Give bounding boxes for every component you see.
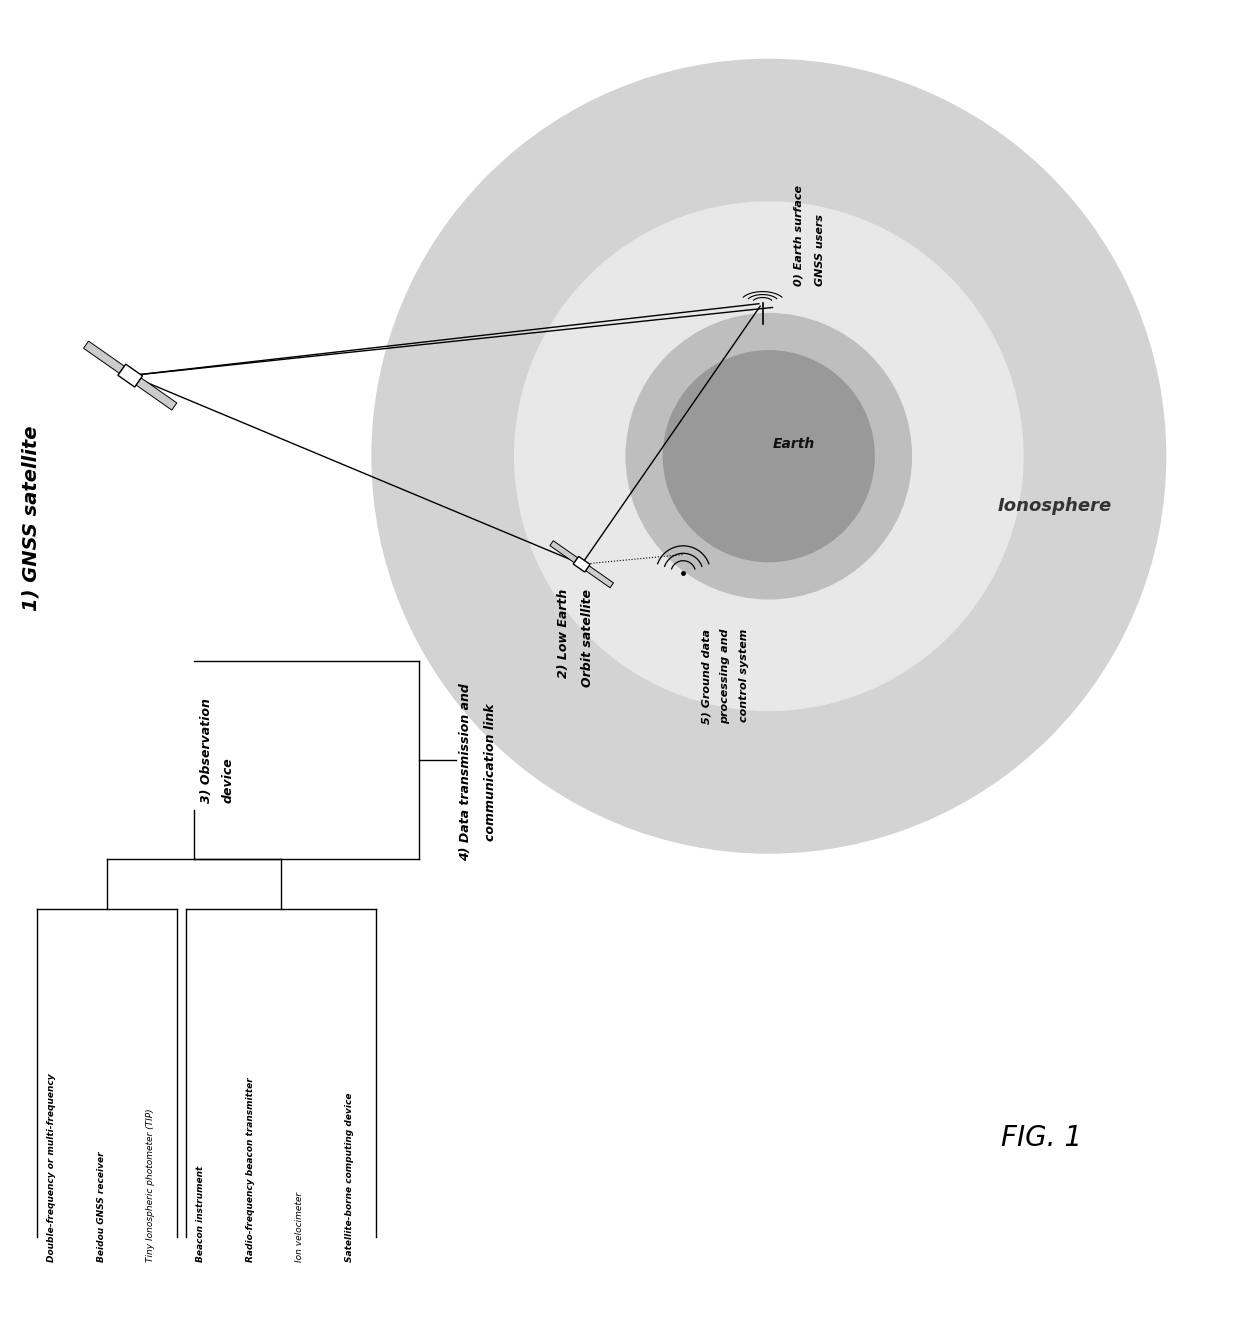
Text: communication link: communication link: [484, 703, 496, 842]
Polygon shape: [136, 378, 177, 410]
Circle shape: [663, 351, 874, 562]
Circle shape: [515, 201, 1023, 711]
Text: Earth: Earth: [773, 436, 815, 451]
Text: Double-frequency or multi-frequency: Double-frequency or multi-frequency: [47, 1074, 56, 1262]
Text: device: device: [221, 758, 234, 803]
Text: Ion velocimeter: Ion velocimeter: [295, 1193, 304, 1262]
Text: 2) Low Earth: 2) Low Earth: [557, 590, 569, 678]
Text: control system: control system: [739, 628, 749, 722]
Polygon shape: [585, 566, 614, 588]
Text: Satellite-borne computing device: Satellite-borne computing device: [345, 1093, 353, 1262]
Polygon shape: [83, 342, 124, 374]
Text: FIG. 1: FIG. 1: [1001, 1125, 1083, 1153]
Polygon shape: [118, 364, 143, 387]
Text: GNSS users: GNSS users: [815, 215, 825, 287]
Text: 0) Earth surface: 0) Earth surface: [794, 185, 804, 287]
Polygon shape: [573, 556, 590, 572]
Text: 4) Data transmission and: 4) Data transmission and: [459, 683, 471, 862]
Circle shape: [626, 313, 911, 599]
Text: Beacon instrument: Beacon instrument: [196, 1166, 205, 1262]
Circle shape: [372, 60, 1166, 852]
Text: Orbit satellite: Orbit satellite: [582, 590, 594, 687]
Text: Beidou GNSS receiver: Beidou GNSS receiver: [97, 1151, 105, 1262]
Text: 1) GNSS satellite: 1) GNSS satellite: [21, 426, 41, 611]
Text: 5) Ground data: 5) Ground data: [702, 628, 712, 724]
Text: processing and: processing and: [720, 628, 730, 724]
Text: 3) Observation: 3) Observation: [200, 699, 213, 803]
Text: Ionosphere: Ionosphere: [997, 496, 1111, 515]
Polygon shape: [549, 540, 578, 563]
Text: Tiny Ionospheric photometer (TIP): Tiny Ionospheric photometer (TIP): [146, 1109, 155, 1262]
Text: Radio-frequency beacon transmitter: Radio-frequency beacon transmitter: [246, 1078, 254, 1262]
